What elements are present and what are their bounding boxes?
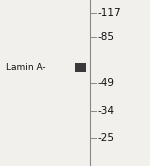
Text: -117: -117 bbox=[98, 8, 121, 18]
Text: -34: -34 bbox=[98, 106, 114, 116]
Text: -85: -85 bbox=[98, 32, 114, 42]
Text: -49: -49 bbox=[98, 78, 114, 88]
Bar bbox=[75, 63, 86, 72]
Text: -25: -25 bbox=[98, 133, 114, 143]
Text: Lamin A-: Lamin A- bbox=[6, 63, 46, 72]
